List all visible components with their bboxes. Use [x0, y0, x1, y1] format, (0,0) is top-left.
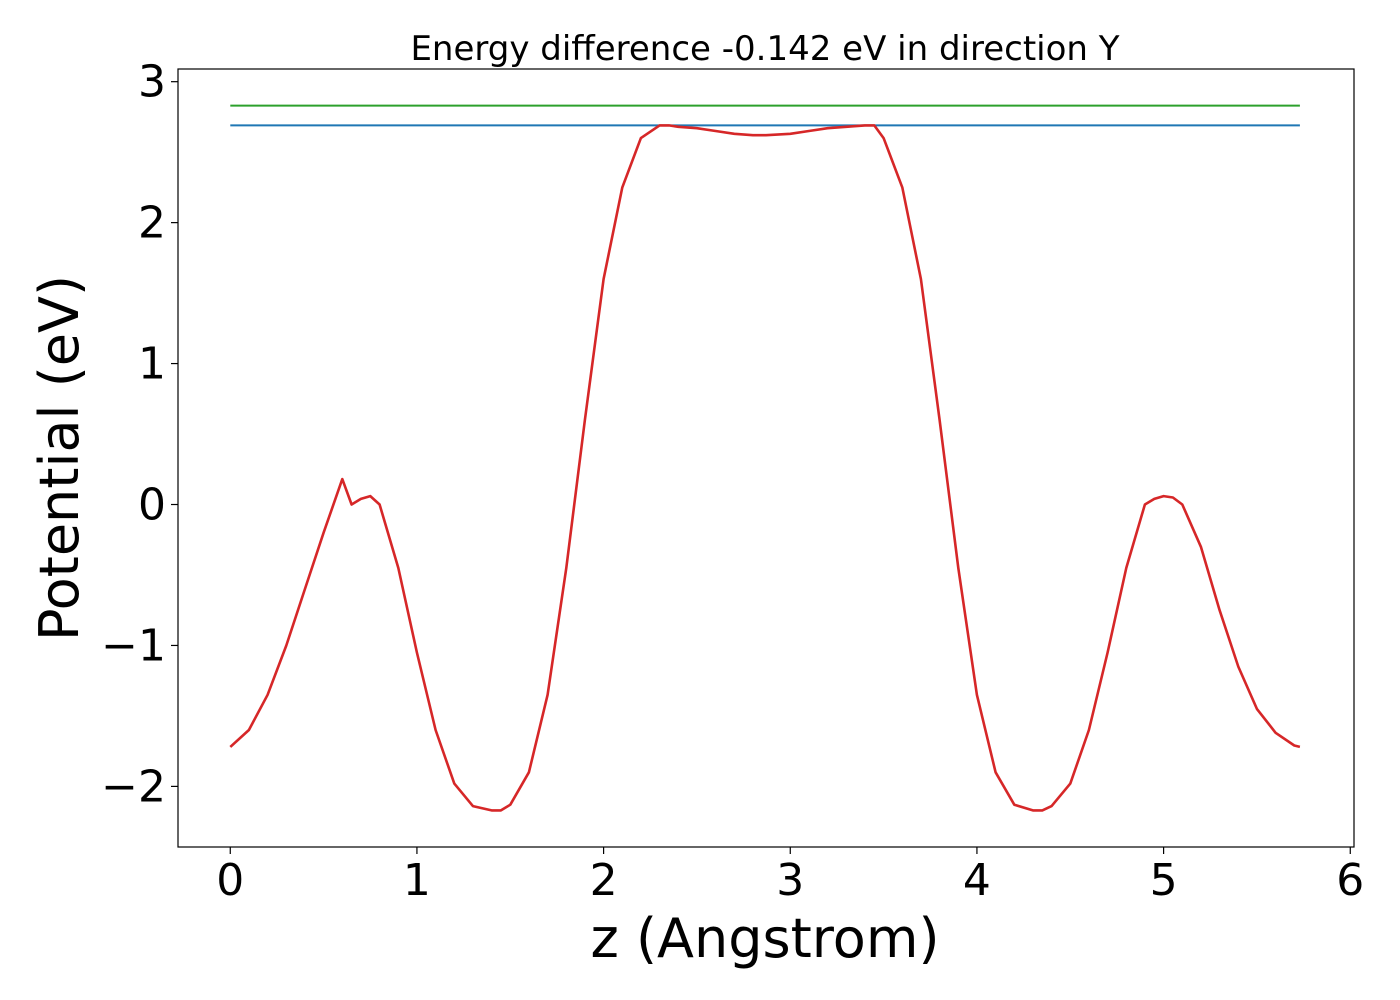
series-line-0: [229, 124, 1301, 812]
x-tick-label: 0: [216, 855, 244, 906]
y-tick-label: 0: [138, 480, 166, 531]
axes-frame: [177, 68, 1355, 848]
x-tick-label: 6: [1336, 855, 1364, 906]
y-tick-label: −2: [101, 761, 166, 812]
x-tick-label: 1: [403, 855, 431, 906]
x-tick-label: 2: [590, 855, 618, 906]
series-layer: [229, 104, 1301, 812]
y-tick-label: −1: [101, 620, 166, 671]
x-tick-label: 4: [963, 855, 991, 906]
chart-title: Energy difference -0.142 eV in direction…: [410, 29, 1119, 69]
x-axis-ticks: 0 1 2 3 4 5 6: [216, 847, 1364, 906]
y-axis-label: Potential (eV): [28, 275, 91, 641]
y-tick-label: 2: [138, 198, 166, 249]
x-axis-label: z (Angstrom): [590, 907, 939, 970]
y-axis-ticks: −2 −1 0 1 2 3: [101, 57, 178, 812]
x-tick-label: 5: [1150, 855, 1178, 906]
y-tick-label: 3: [138, 57, 166, 108]
y-tick-label: 1: [138, 339, 166, 390]
x-tick-label: 3: [776, 855, 804, 906]
